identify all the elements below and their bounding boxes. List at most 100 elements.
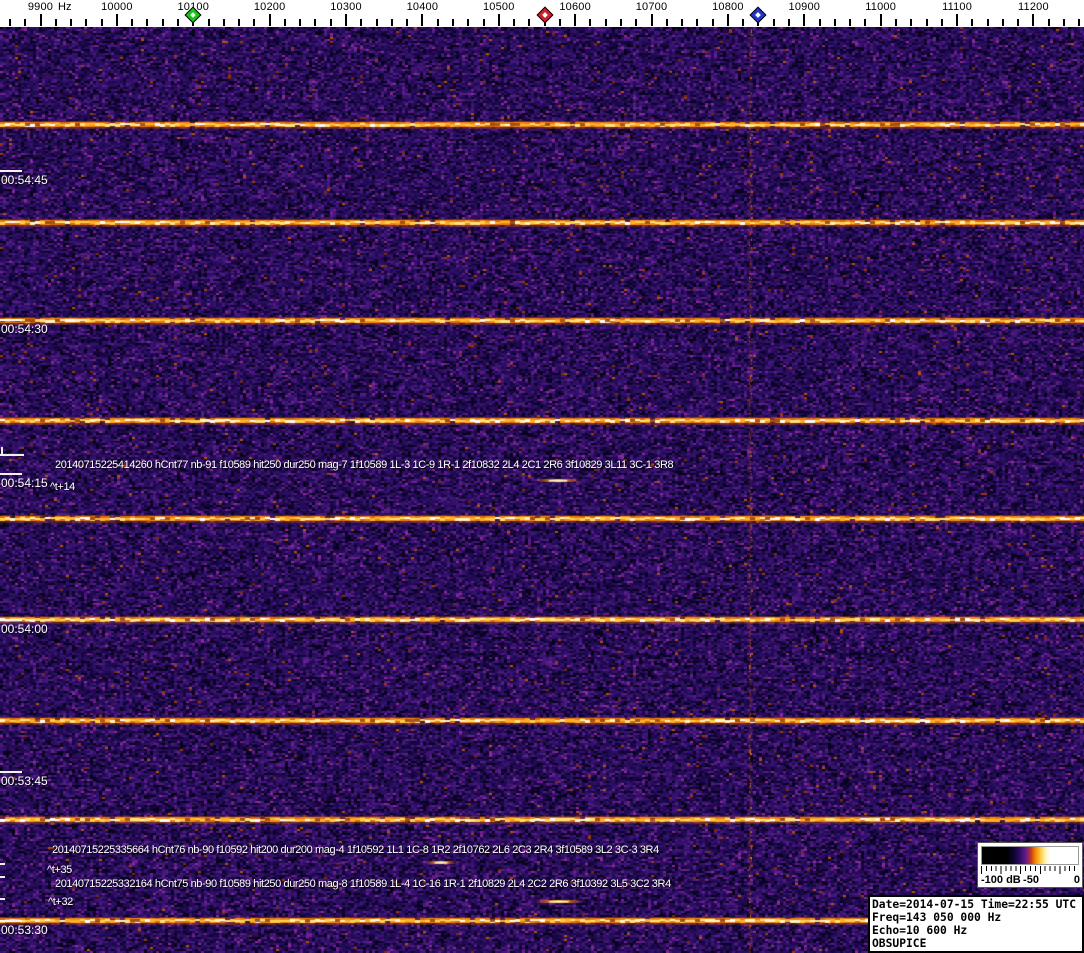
freq-tick: [833, 19, 836, 26]
freq-tick: [589, 19, 592, 26]
freq-tick: [910, 19, 913, 26]
freq-tick: [207, 19, 210, 26]
color-scale-gradient: [981, 846, 1079, 865]
freq-tick: [436, 19, 439, 26]
freq-tick: [681, 19, 684, 26]
freq-label: 10000: [101, 1, 133, 13]
freq-tick: [574, 14, 577, 26]
freq-tick: [1062, 19, 1065, 26]
freq-tick: [70, 19, 73, 26]
freq-tick: [940, 19, 943, 26]
freq-label: 10500: [482, 1, 515, 13]
event-edge-mark: [0, 876, 5, 878]
frequency-ruler[interactable]: Hz 9900100001010010200103001040010500106…: [0, 0, 1084, 27]
freq-tick: [788, 19, 791, 26]
event-time-offset-label: ^t+14: [50, 481, 75, 493]
freq-label: 10400: [406, 1, 439, 13]
freq-label: 9900: [27, 1, 54, 13]
freq-label: 10900: [788, 1, 821, 13]
freq-label: 11100: [942, 1, 973, 13]
detection-annotation: 20140715225335664 hCnt76 nb-90 f10592 hi…: [52, 844, 659, 856]
freq-tick: [375, 19, 378, 26]
freq-label: 11200: [1018, 1, 1049, 13]
freq-tick: [513, 19, 516, 26]
freq-tick: [390, 19, 393, 26]
marker-blue-diamond-icon[interactable]: [749, 6, 767, 24]
freq-tick: [115, 14, 118, 26]
station-info-box: Date=2014-07-15 Time=22:55 UTC Freq=143 …: [868, 895, 1084, 953]
freq-tick: [238, 19, 241, 26]
marker-blue-center: [755, 12, 762, 18]
freq-tick: [406, 19, 409, 26]
freq-tick: [742, 19, 745, 26]
event-edge-mark: [0, 863, 5, 865]
time-label: 00:53:30: [1, 923, 48, 937]
info-line-freq: Freq=143 050 000 Hz: [872, 911, 1002, 924]
freq-tick: [772, 19, 775, 26]
freq-tick: [467, 19, 470, 26]
freq-tick: [54, 19, 57, 26]
freq-label: 10800: [712, 1, 744, 13]
freq-label: 10200: [253, 1, 286, 13]
freq-tick: [329, 19, 332, 26]
color-scale-widget: -100 dB -50 0: [977, 842, 1083, 888]
freq-label: 10300: [330, 1, 362, 13]
marker-red-diamond-icon[interactable]: [536, 6, 554, 24]
info-line-station: OBSUPICE: [872, 937, 927, 950]
time-label: 00:54:15: [1, 476, 48, 490]
freq-tick: [482, 19, 485, 26]
freq-tick: [100, 19, 103, 26]
frequency-unit-label: Hz: [58, 1, 72, 13]
freq-tick: [894, 19, 897, 26]
info-line-echo: Echo=10 600 Hz: [872, 924, 968, 937]
freq-tick: [711, 19, 714, 26]
time-tick: [0, 319, 22, 321]
freq-tick: [879, 14, 882, 26]
freq-tick: [421, 14, 424, 26]
detection-annotation: 20140715225414260 hCnt77 nb-91 f10589 hi…: [55, 459, 674, 471]
marker-green-center: [190, 12, 197, 18]
freq-tick: [24, 19, 27, 26]
freq-tick: [451, 19, 454, 26]
freq-label: 10600: [559, 1, 591, 13]
freq-tick: [558, 19, 561, 26]
freq-tick: [1047, 19, 1050, 26]
freq-tick: [360, 19, 363, 26]
freq-tick: [665, 19, 668, 26]
marker-red-center: [541, 12, 548, 18]
color-scale-ticks-minor: [981, 866, 1079, 871]
freq-tick: [8, 19, 11, 26]
freq-tick: [726, 14, 729, 26]
freq-tick: [971, 19, 974, 26]
time-tick: [0, 619, 22, 621]
freq-tick: [803, 14, 806, 26]
freq-tick: [131, 19, 134, 26]
time-label: 00:54:30: [1, 322, 48, 336]
color-scale-labels: -100 dB -50 0: [978, 874, 1084, 888]
event-time-offset-label: ^t+35: [47, 864, 72, 876]
freq-tick: [253, 19, 256, 26]
freq-label: 10700: [635, 1, 668, 13]
freq-tick: [635, 19, 638, 26]
freq-label: 11000: [865, 1, 897, 13]
freq-tick: [314, 19, 317, 26]
freq-tick: [1017, 19, 1020, 26]
spectrogram-waterfall[interactable]: [0, 27, 1084, 953]
freq-tick: [986, 19, 989, 26]
freq-tick: [1078, 19, 1081, 26]
detection-annotation: 20140715225332164 hCnt75 nb-90 f10589 hi…: [55, 878, 671, 890]
freq-tick: [222, 19, 225, 26]
event-edge-mark: [0, 454, 24, 456]
freq-tick: [604, 19, 607, 26]
freq-tick: [283, 19, 286, 26]
time-tick: [0, 771, 22, 773]
time-label: 00:54:45: [1, 173, 48, 187]
freq-tick: [925, 19, 928, 26]
freq-tick: [176, 19, 179, 26]
freq-tick: [619, 19, 622, 26]
freq-tick: [85, 19, 88, 26]
event-edge-mark: [1, 447, 3, 456]
color-scale-label-mid: -50: [1023, 874, 1039, 886]
freq-tick: [146, 19, 149, 26]
